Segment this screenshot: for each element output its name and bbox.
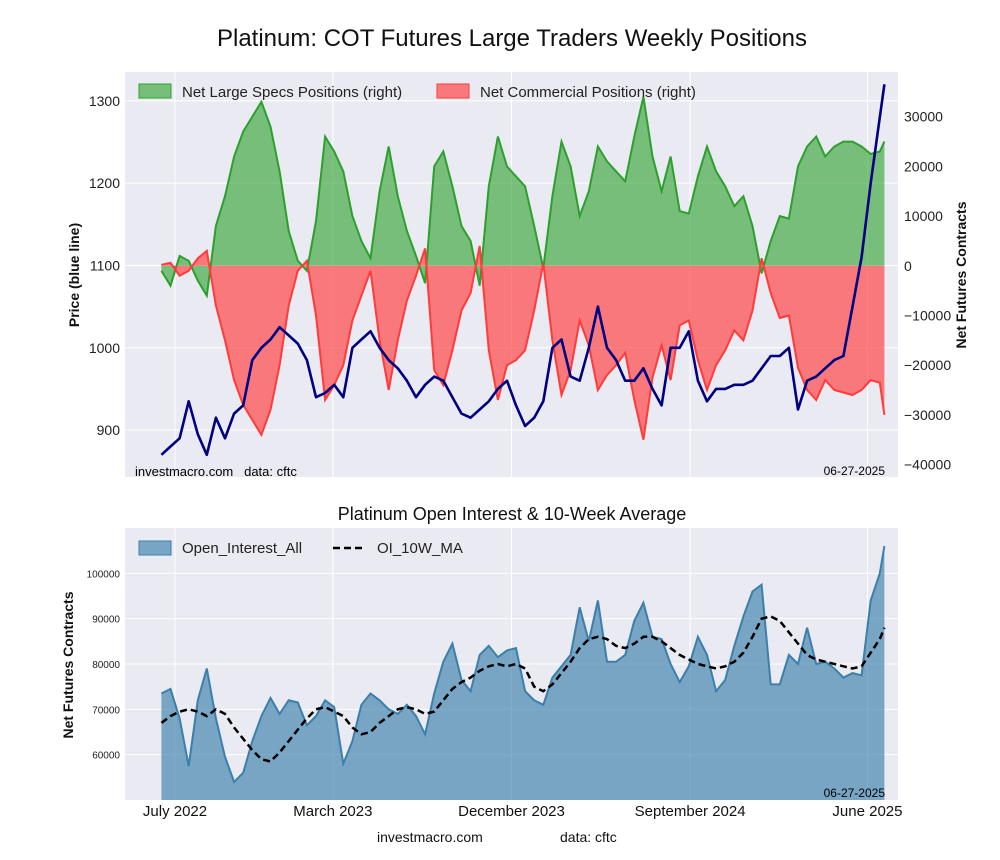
open-interest-panel: Platinum Open Interest & 10-Week Average… [60, 504, 903, 820]
top-legend: Net Large Specs Positions (right) Net Co… [138, 83, 696, 101]
legend-label-commercial: Net Commercial Positions (right) [480, 84, 696, 101]
bottom-legend: Open_Interest_All OI_10W_MA [138, 540, 463, 557]
oi-tick-label: 70000 [92, 705, 120, 716]
footer-source: data: cftc [560, 829, 617, 845]
price-tick-label: 1200 [89, 175, 120, 191]
legend-swatch-oi [138, 540, 172, 556]
open-interest-series [160, 545, 886, 800]
price-positions-panel: 900 1000 1100 1200 1300 −40000 −30000 −20000 −1… [66, 72, 969, 479]
legend-label-ma: OI_10W_MA [377, 540, 463, 557]
specs-area [161, 96, 885, 296]
price-tick-label: 1300 [89, 93, 120, 109]
bottom-date-note: 06-27-2025 [824, 786, 886, 800]
x-tick-label: March 2023 [293, 803, 372, 820]
oi-tick-label: 90000 [92, 615, 120, 626]
positions-tick-label: −30000 [904, 407, 951, 423]
price-axis-label: Price (blue line) [66, 223, 82, 327]
positions-tick-label: 30000 [904, 109, 943, 125]
oi-axis-ticks: 60000 70000 80000 90000 100000 [87, 569, 121, 761]
ma-series [160, 615, 886, 763]
legend-label-oi: Open_Interest_All [182, 540, 302, 557]
x-tick-label: December 2023 [458, 803, 565, 820]
specs-series [160, 96, 886, 299]
positions-tick-label: 10000 [904, 208, 943, 224]
open-interest-area [161, 546, 885, 800]
x-tick-label: July 2022 [143, 803, 207, 820]
x-tick-label: June 2025 [832, 803, 902, 820]
commercial-area [161, 245, 885, 440]
positions-tick-label: 20000 [904, 158, 943, 174]
price-series [160, 84, 886, 457]
top-date-note: 06-27-2025 [824, 464, 886, 478]
commercial-line [161, 245, 886, 440]
price-axis-ticks: 900 1000 1100 1200 1300 [89, 93, 120, 438]
positions-tick-label: −20000 [904, 357, 951, 373]
top-source-note: investmacro.com data: cftc [135, 464, 297, 479]
positions-tick-label: −10000 [904, 307, 951, 323]
oi-tick-label: 100000 [87, 569, 121, 580]
price-tick-label: 900 [97, 422, 121, 438]
oi-tick-label: 80000 [92, 660, 120, 671]
legend-label-specs: Net Large Specs Positions (right) [182, 84, 402, 101]
oi-axis-label: Net Futures Contracts [60, 591, 76, 738]
open-interest-line [160, 545, 886, 784]
legend-swatch-commercial [436, 83, 470, 99]
positions-tick-label: 0 [904, 258, 912, 274]
oi-panel-title: Platinum Open Interest & 10-Week Average [338, 504, 687, 524]
x-tick-label: September 2024 [635, 803, 746, 820]
x-axis-ticks: July 2022 March 2023 December 2023 Septembe… [143, 803, 903, 820]
specs-line [160, 96, 886, 299]
ma-line [160, 615, 886, 763]
footer-site: investmacro.com [377, 829, 483, 845]
commercial-series [161, 245, 886, 440]
price-tick-label: 1000 [89, 340, 120, 356]
price-line [160, 84, 886, 457]
figure-title: Platinum: COT Futures Large Traders Week… [217, 25, 807, 52]
positions-axis-label: Net Futures Contracts [953, 201, 969, 348]
legend-swatch-specs [138, 83, 172, 99]
positions-axis-ticks: −40000 −30000 −20000 −10000 0 10000 20000 30000 [904, 109, 951, 473]
oi-tick-label: 60000 [92, 751, 120, 762]
price-tick-label: 1100 [90, 257, 120, 273]
positions-tick-label: −40000 [904, 457, 951, 473]
